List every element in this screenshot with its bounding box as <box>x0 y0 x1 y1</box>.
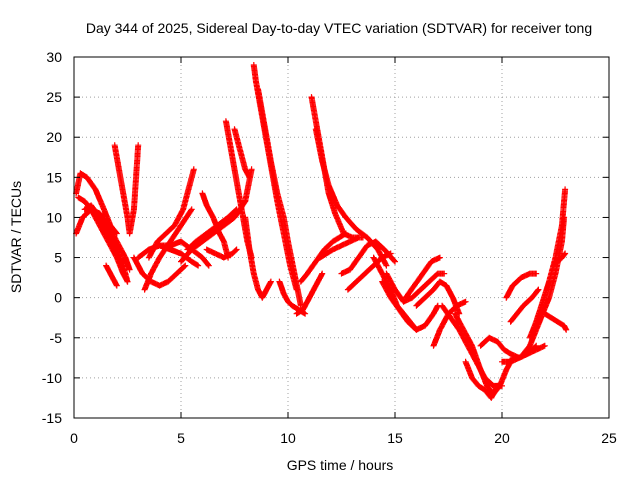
data-points <box>73 62 570 401</box>
data-point-markers <box>526 186 569 341</box>
plot-frame <box>73 56 610 419</box>
series-arc-31 <box>383 270 448 305</box>
y-tick-label: -5 <box>50 330 63 346</box>
data-point-markers <box>145 166 197 261</box>
grid-layer <box>74 57 609 418</box>
y-tick-label: 15 <box>46 169 62 185</box>
data-point-markers <box>81 202 131 285</box>
data-point-markers <box>111 142 142 237</box>
series-arc-06 <box>111 142 142 237</box>
series-arc-04 <box>81 202 131 285</box>
y-tick-label: 0 <box>54 290 62 306</box>
data-point-markers <box>255 86 304 309</box>
series-arc-14 <box>199 190 232 261</box>
x-tick-label: 0 <box>70 430 78 446</box>
data-point-markers <box>507 286 542 325</box>
data-point-markers <box>199 190 232 261</box>
series-arc-45 <box>550 250 569 269</box>
series-arc-24 <box>308 94 366 241</box>
series-arc-39 <box>499 342 548 365</box>
data-point-markers <box>317 234 362 261</box>
series-arc-20 <box>255 86 304 309</box>
series-arc-43 <box>526 186 569 341</box>
axis-ticks: 0 5 10 15 20 25 -15 -10 -5 0 5 10 15 20 25 30 <box>42 49 617 446</box>
data-point-markers <box>379 278 441 333</box>
data-point-markers <box>130 254 189 289</box>
y-tick-label: 30 <box>46 49 62 65</box>
y-tick-label: 20 <box>46 129 62 145</box>
series-arc-34 <box>430 298 469 349</box>
data-point-markers <box>103 262 120 289</box>
series-arc-32 <box>402 254 443 301</box>
series-arc-40 <box>503 270 540 301</box>
data-point-markers <box>499 342 548 365</box>
x-tick-label: 15 <box>387 430 403 446</box>
y-tick-label: 10 <box>46 209 62 225</box>
data-point-markers <box>430 298 469 349</box>
series-arc-15 <box>203 246 240 261</box>
series-arc-05 <box>103 262 120 289</box>
data-point-markers <box>383 270 448 305</box>
y-tick-label: -10 <box>42 370 62 386</box>
series-arc-17 <box>231 126 253 181</box>
y-axis-label: SDTVAR / TECUs <box>8 181 24 293</box>
data-point-markers <box>242 214 274 301</box>
series-arc-18 <box>242 214 274 301</box>
data-point-markers <box>312 126 390 269</box>
x-axis-label: GPS time / hours <box>287 457 394 473</box>
series-arc-22 <box>293 270 326 317</box>
x-tick-label: 10 <box>280 430 296 446</box>
data-point-markers <box>402 254 443 301</box>
x-tick-label: 20 <box>494 430 510 446</box>
data-point-markers <box>231 126 253 181</box>
series-arc-25 <box>312 126 390 269</box>
series-arc-37 <box>462 358 501 401</box>
data-point-markers <box>503 270 540 301</box>
data-point-markers <box>462 358 501 401</box>
data-point-markers <box>550 250 569 269</box>
series-arc-44 <box>541 310 570 333</box>
series-arc-07 <box>130 254 189 289</box>
x-tick-label: 5 <box>177 430 185 446</box>
y-tick-label: 25 <box>46 89 62 105</box>
y-tick-label: 5 <box>54 250 62 266</box>
y-tick-label: -15 <box>42 410 62 426</box>
series-arc-26 <box>317 234 362 261</box>
chart-title: Day 344 of 2025, Sidereal Day-to-day VTE… <box>86 20 592 36</box>
data-point-markers <box>203 246 240 261</box>
data-point-markers <box>293 270 326 317</box>
series-arc-30 <box>379 278 441 333</box>
data-point-markers <box>308 94 366 241</box>
data-point-markers <box>541 310 570 333</box>
series-arc-41 <box>507 286 542 325</box>
x-tick-label: 25 <box>601 430 617 446</box>
series-arc-10 <box>145 166 197 261</box>
